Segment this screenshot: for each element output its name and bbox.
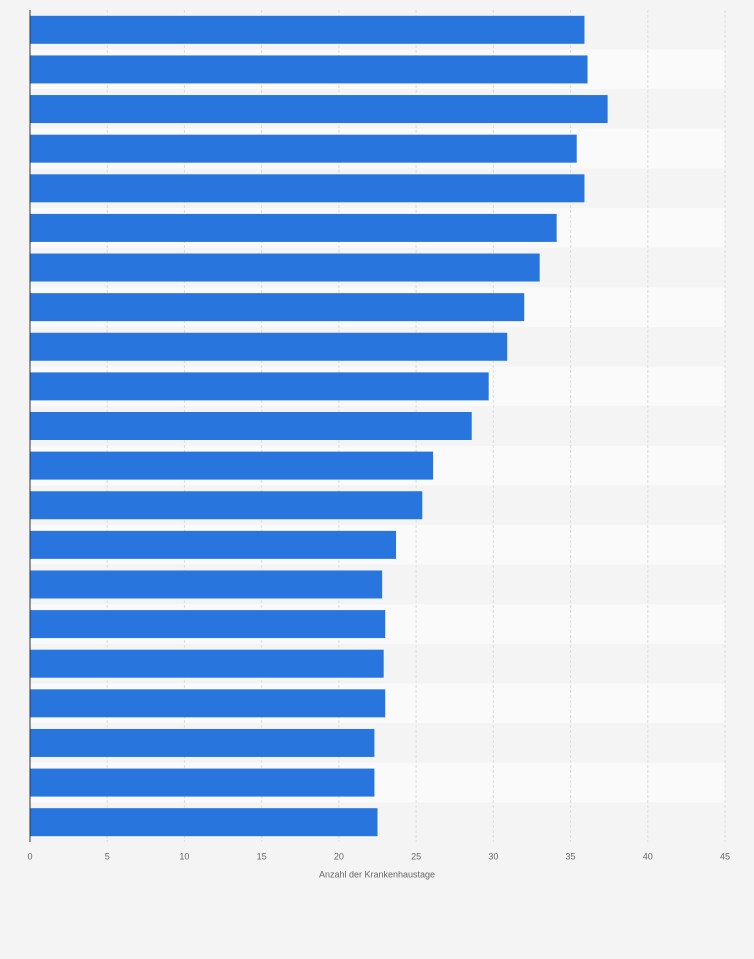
bar	[30, 689, 386, 718]
bar	[30, 15, 585, 44]
bar	[30, 372, 489, 401]
bar	[30, 213, 557, 242]
x-axis-label: Anzahl der Krankenhaustage	[319, 869, 435, 879]
x-tick-label: 25	[411, 851, 421, 861]
bar	[30, 570, 383, 599]
bar	[30, 768, 375, 797]
bar	[30, 451, 434, 480]
bar	[30, 293, 525, 322]
x-tick-label: 15	[257, 851, 267, 861]
x-tick-label: 10	[179, 851, 189, 861]
bar	[30, 808, 378, 837]
x-tick-label: 45	[720, 851, 730, 861]
bar	[30, 610, 386, 639]
bar	[30, 530, 397, 559]
bar	[30, 55, 588, 84]
bar	[30, 332, 508, 361]
bar	[30, 134, 577, 163]
bar	[30, 491, 423, 520]
bar	[30, 412, 472, 440]
bar	[30, 95, 608, 124]
x-tick-label: 5	[105, 851, 110, 861]
bar	[30, 253, 540, 282]
bar	[30, 649, 384, 678]
bar	[30, 728, 375, 757]
x-tick-label: 35	[566, 851, 576, 861]
x-tick-label: 20	[334, 851, 344, 861]
bar	[30, 174, 585, 203]
x-tick-label: 40	[643, 851, 653, 861]
x-tick-label: 30	[488, 851, 498, 861]
x-tick-label: 0	[27, 851, 32, 861]
